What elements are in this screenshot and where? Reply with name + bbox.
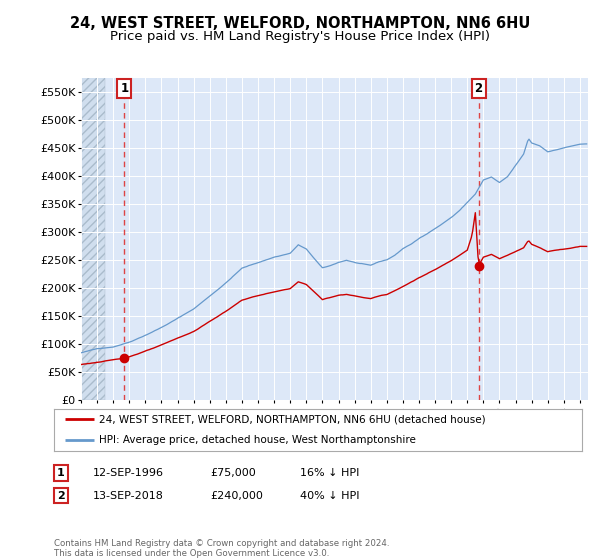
Text: 2: 2 bbox=[57, 491, 65, 501]
Text: HPI: Average price, detached house, West Northamptonshire: HPI: Average price, detached house, West… bbox=[99, 435, 416, 445]
Text: 13-SEP-2018: 13-SEP-2018 bbox=[93, 491, 164, 501]
Text: 16% ↓ HPI: 16% ↓ HPI bbox=[300, 468, 359, 478]
Text: 24, WEST STREET, WELFORD, NORTHAMPTON, NN6 6HU: 24, WEST STREET, WELFORD, NORTHAMPTON, N… bbox=[70, 16, 530, 31]
Text: £75,000: £75,000 bbox=[210, 468, 256, 478]
Text: 24, WEST STREET, WELFORD, NORTHAMPTON, NN6 6HU (detached house): 24, WEST STREET, WELFORD, NORTHAMPTON, N… bbox=[99, 414, 485, 424]
Text: 12-SEP-1996: 12-SEP-1996 bbox=[93, 468, 164, 478]
Text: Price paid vs. HM Land Registry's House Price Index (HPI): Price paid vs. HM Land Registry's House … bbox=[110, 30, 490, 43]
Text: Contains HM Land Registry data © Crown copyright and database right 2024.
This d: Contains HM Land Registry data © Crown c… bbox=[54, 539, 389, 558]
Text: £240,000: £240,000 bbox=[210, 491, 263, 501]
Text: 40% ↓ HPI: 40% ↓ HPI bbox=[300, 491, 359, 501]
Text: 1: 1 bbox=[121, 82, 128, 95]
Text: 1: 1 bbox=[57, 468, 65, 478]
Text: 2: 2 bbox=[475, 82, 482, 95]
